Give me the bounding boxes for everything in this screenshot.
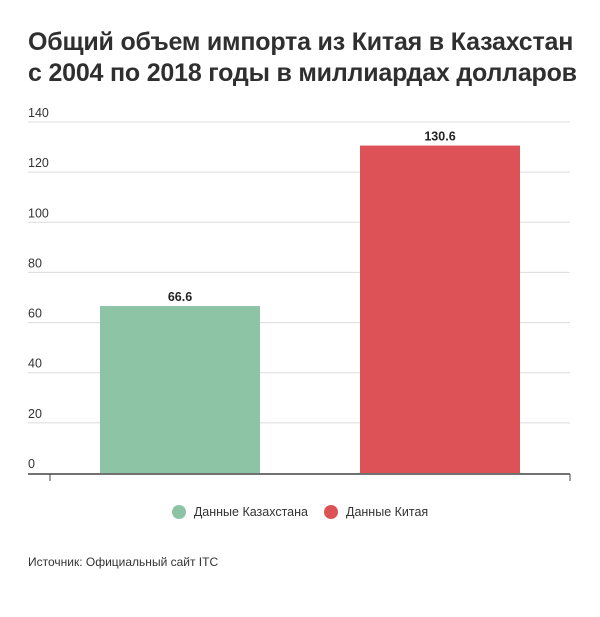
legend-label-kazakhstan: Данные Казахстана <box>193 505 308 519</box>
legend-label-china: Данные Китая <box>345 505 429 519</box>
chart-title: Общий объем импорта из Китая в Казахстан… <box>28 28 577 87</box>
legend: Данные Казахстана Данные Китая <box>0 505 600 519</box>
y-tick-label-80: 80 <box>28 256 42 270</box>
bar-1 <box>360 145 520 473</box>
y-tick-label-20: 20 <box>28 407 42 421</box>
legend-item-kazakhstan[interactable]: Данные Казахстана <box>171 505 308 519</box>
x-axis <box>28 473 571 481</box>
legend-swatch-kazakhstan <box>171 505 186 519</box>
y-tick-label-60: 60 <box>28 307 42 321</box>
y-tick-label-0: 0 <box>28 457 35 471</box>
bar-value-label-1: 130.6 <box>424 130 455 144</box>
bar-value-label-0: 66.6 <box>168 290 192 304</box>
bar-0 <box>100 306 260 473</box>
y-tick-label-100: 100 <box>28 206 49 220</box>
y-tick-label-120: 120 <box>28 156 49 170</box>
y-tick-labels: 0 20 40 60 80 100 120 140 <box>28 106 49 471</box>
source-note: Источник: Официальный сайт ITC <box>28 555 219 569</box>
bar-chart: 0 20 40 60 80 100 120 140 66.6 130.6 <box>28 106 571 481</box>
value-labels: 66.6 130.6 <box>168 130 456 304</box>
y-tick-label-40: 40 <box>28 357 42 371</box>
legend-swatch-china <box>323 505 338 519</box>
legend-item-china[interactable]: Данные Китая <box>323 505 429 519</box>
y-tick-label-140: 140 <box>28 106 49 120</box>
bars <box>100 145 520 473</box>
